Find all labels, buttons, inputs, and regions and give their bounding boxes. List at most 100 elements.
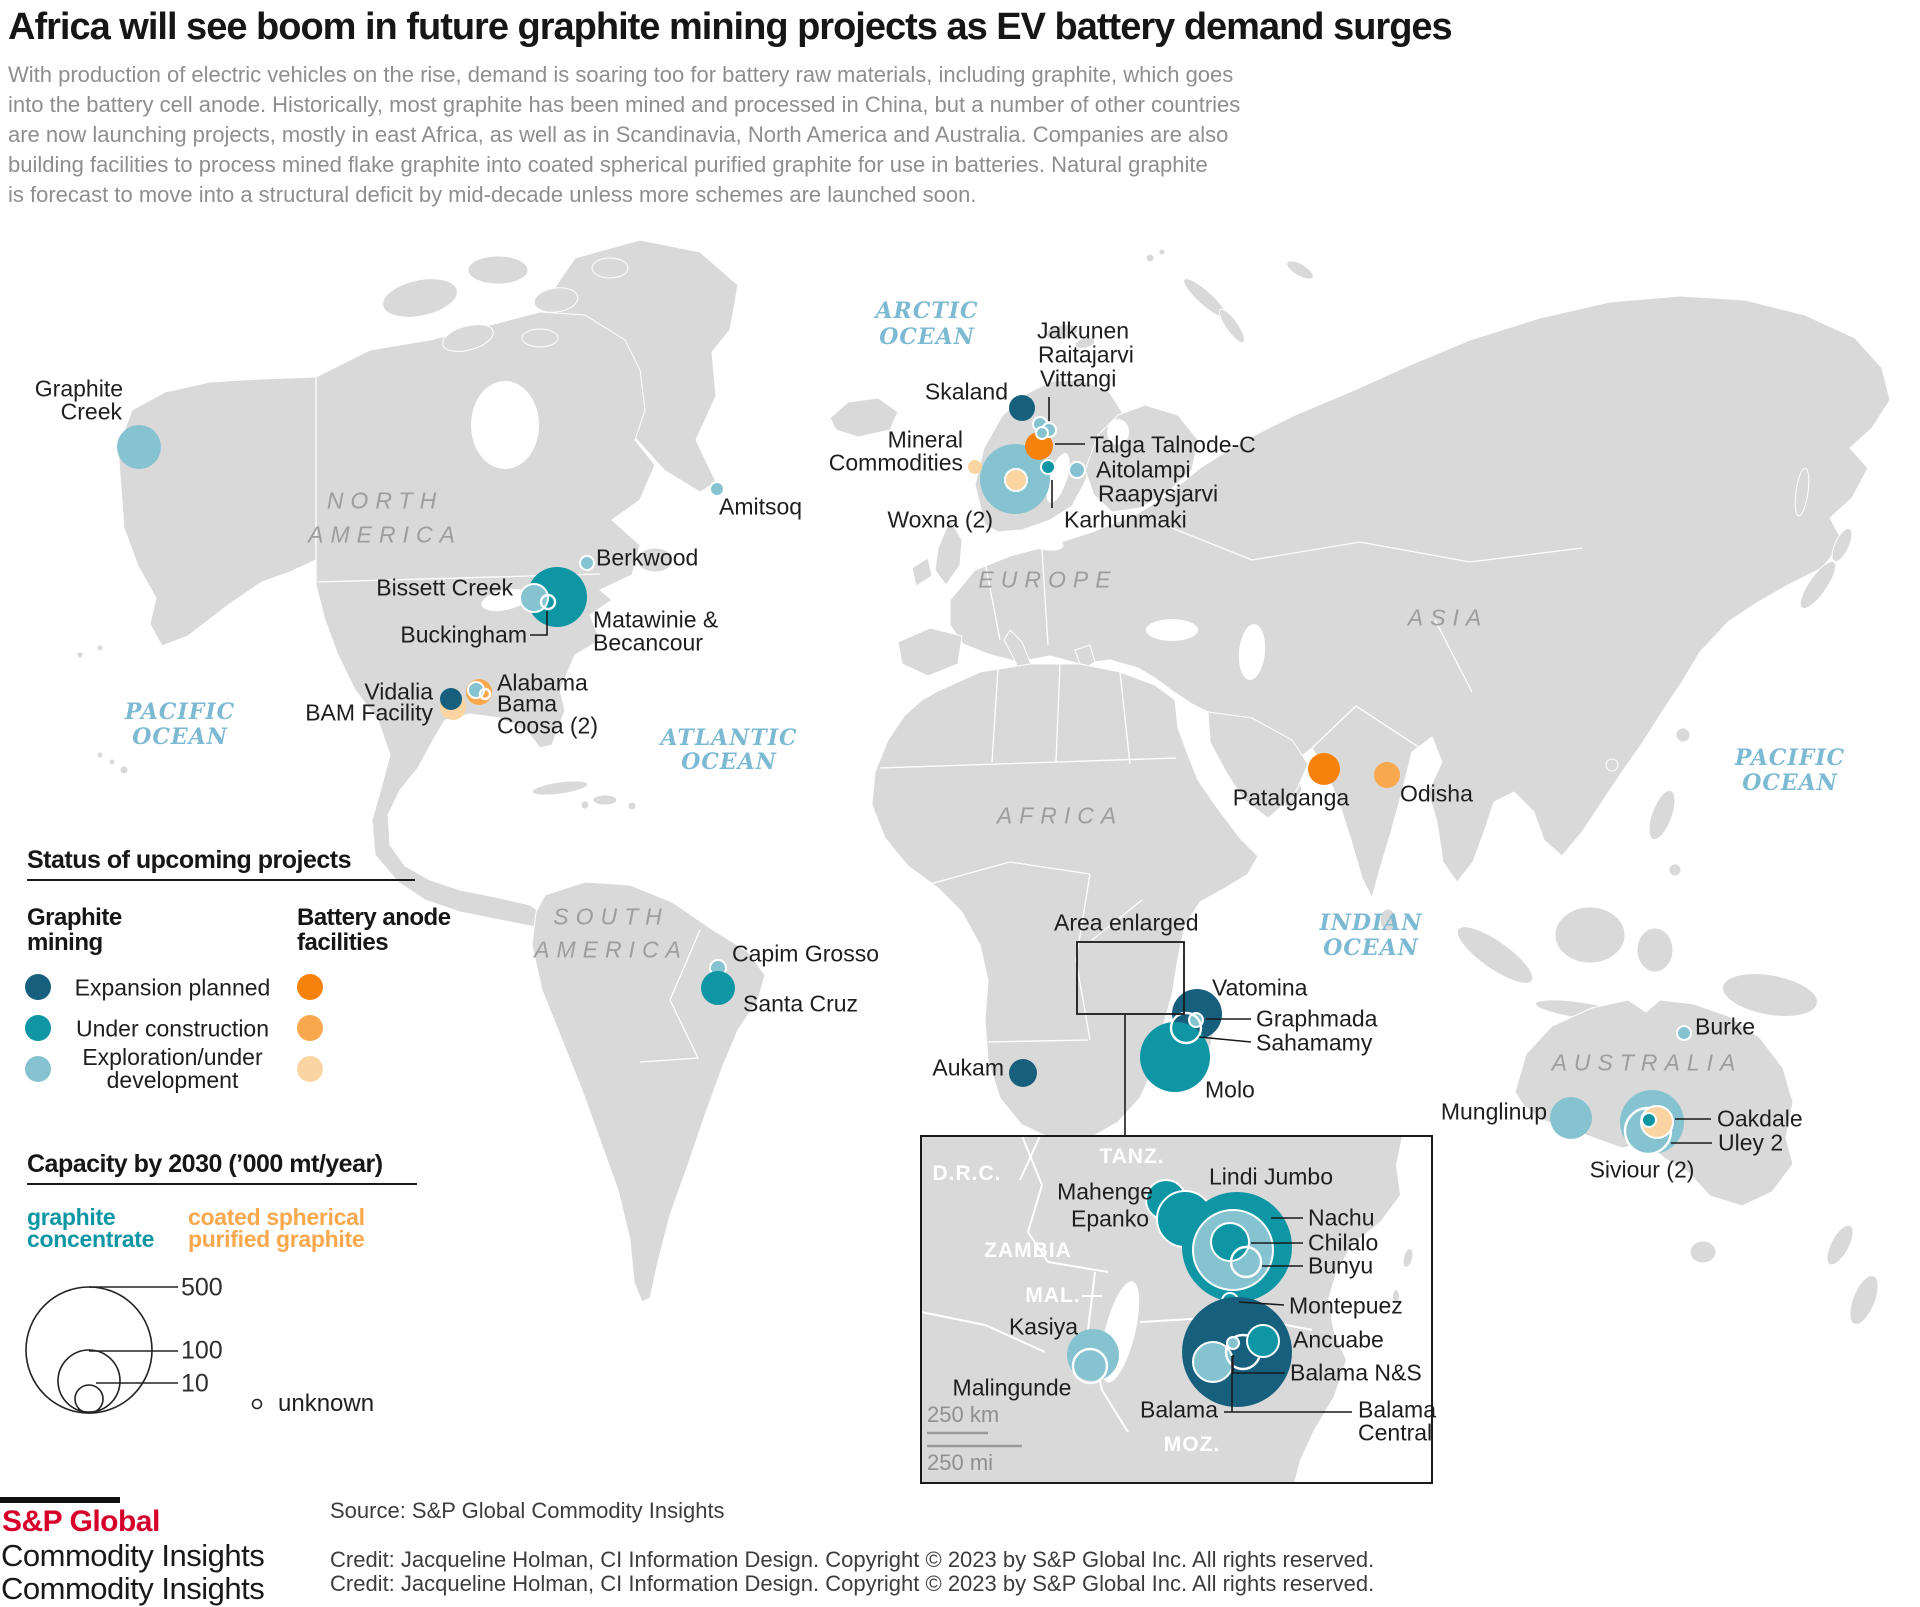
landmass-new-zealand [1826, 1224, 1854, 1266]
label-nachu: Nachu [1308, 1204, 1375, 1231]
legend-dot-mining-expansion [25, 974, 51, 1000]
intro-paragraph: With production of electric vehicles on … [8, 60, 1240, 210]
landmass-hawaii [96, 751, 104, 759]
label-burke: Burke [1695, 1013, 1756, 1040]
label-karhunmaki: Karhunmaki [1064, 506, 1187, 533]
capacity-series-mining: graphite concentrate [27, 1204, 155, 1252]
ocean-ocean: OCEAN [681, 749, 777, 775]
world-landmass [76, 239, 1891, 1325]
label-talga-talnode-c: Talga Talnode-C [1090, 431, 1256, 458]
legend-row-exploration: Exploration/under development [82, 1044, 263, 1093]
capacity-100: 100 [181, 1336, 223, 1365]
label-kasiya: Kasiya [1008, 1313, 1078, 1340]
landmass-aleutian [96, 644, 104, 652]
legend-dot-mining-exploration [25, 1056, 51, 1082]
ocean-ocean: OCEAN [1323, 935, 1419, 961]
landmass-island [1668, 863, 1682, 877]
label-malingunde: Malingunde [952, 1374, 1072, 1401]
intro-line: into the battery cell anode. Historicall… [8, 92, 1241, 117]
clipped-credit-line: Credit: Jacqueline Holman, CI Informatio… [330, 1571, 1375, 1596]
ocean-ocean: OCEAN [1742, 770, 1838, 796]
label-epanko: Epanko [1070, 1205, 1149, 1232]
landmass-sakhalin [1794, 467, 1810, 517]
label-creek: Creek [60, 398, 122, 425]
landmass-new-guinea [1722, 973, 1818, 1017]
capacity-rule [27, 1183, 417, 1185]
label-aukam: Aukam [932, 1054, 1004, 1081]
marker-matawinie-becancour [527, 567, 587, 627]
landmass-arctic-island [442, 324, 494, 352]
black-sea [1146, 619, 1198, 641]
great-lakes [481, 589, 529, 611]
label-oakdale: Oakdale [1717, 1105, 1803, 1132]
landmass-ireland [911, 557, 933, 587]
landmass-borneo [1554, 906, 1626, 964]
landmass-arctic-island [521, 328, 559, 348]
landmass-sri-lanka [1379, 908, 1397, 932]
label-odisha: Odisha [1400, 780, 1473, 807]
legend-rule [27, 879, 415, 881]
landmass-uk [934, 518, 963, 586]
label-matawinie: Matawinie & [593, 606, 719, 633]
landmass-arctic-island [382, 278, 458, 318]
ocean-pacific: PACIFIC [124, 699, 236, 725]
intro-line: are now launching projects, mostly in ea… [8, 122, 1229, 147]
label-ancuabe: Ancuabe [1293, 1326, 1384, 1353]
label-coosa-2: Coosa (2) [497, 712, 598, 739]
marker-graphite-creek [117, 425, 161, 469]
brand-division: Commodity Insights [1, 1538, 265, 1573]
marker-talga-talnode [1025, 432, 1053, 460]
marker-vidalia [440, 688, 462, 710]
landmass-svalbard [1074, 337, 1096, 349]
landmass-japan [1831, 527, 1853, 563]
marker-chilalo [1210, 1222, 1250, 1262]
label-molo: Molo [1205, 1076, 1255, 1103]
label-raitajarvi: Raitajarvi [1038, 341, 1134, 368]
unknown-size-circle [251, 1398, 263, 1410]
landmass-aleutian [76, 651, 84, 659]
landmass-arctic-island [533, 287, 579, 313]
brand-logo-bar [0, 1497, 120, 1503]
marker-aukam [1009, 1059, 1037, 1087]
scale-250-km: 250 km [927, 1402, 1000, 1427]
legend-dot-anode-expansion [297, 974, 323, 1000]
source-note: Source: S&P Global Commodity Insights [330, 1498, 725, 1523]
marker-mineral-commodities [968, 460, 982, 474]
legend-mining-heading: Graphite mining [27, 904, 122, 956]
label-raapysjarvi: Raapysjarvi [1098, 480, 1219, 507]
marker-amitsoq [709, 481, 725, 497]
inset-island [1393, 1290, 1399, 1302]
label-graphite: Graphite [34, 375, 123, 402]
marker-siviour-mine [1641, 1112, 1657, 1128]
leader-lines [530, 397, 1712, 1413]
capacity-scale-circles [25, 1286, 263, 1414]
page-title: Africa will see boom in future graphite … [8, 6, 1453, 48]
label-santa-cruz: Santa Cruz [743, 990, 859, 1017]
continent-south: SOUTH [553, 903, 669, 930]
legend-dot-mining-construction [25, 1015, 51, 1041]
label-mineral: Mineral [887, 426, 963, 453]
marker-santa-cruz [701, 971, 735, 1005]
white-sea [1107, 419, 1129, 445]
country-tanz: TANZ. [1099, 1145, 1165, 1168]
landmass-alaska [117, 376, 317, 647]
landmass-philippines [1648, 789, 1676, 841]
landmass-island [580, 800, 590, 810]
label-area-enlarged: Area enlarged [1054, 909, 1199, 936]
ocean-ocean: OCEAN [879, 324, 975, 350]
marker-bama [478, 687, 492, 701]
marker-bunyu [1229, 1245, 1263, 1279]
label-buckingham: Buckingham [400, 621, 527, 648]
legend-anode-heading: Battery anode facilities [297, 904, 451, 956]
continent-africa: AFRICA [996, 802, 1124, 829]
label-bissett-creek: Bissett Creek [376, 574, 513, 601]
landmass-arabia [1207, 711, 1309, 819]
landmass-hainan [1605, 758, 1619, 772]
label-capim-grosso: Capim Grosso [732, 940, 879, 967]
landmass-arctic-island [591, 257, 629, 279]
label-bunyu: Bunyu [1308, 1252, 1374, 1279]
ocean-arctic: ARCTIC [875, 298, 979, 324]
marker-skaland [1009, 395, 1035, 421]
country-d-r-c: D.R.C. [932, 1162, 1002, 1185]
ocean-atlantic: ATLANTIC [660, 725, 798, 751]
